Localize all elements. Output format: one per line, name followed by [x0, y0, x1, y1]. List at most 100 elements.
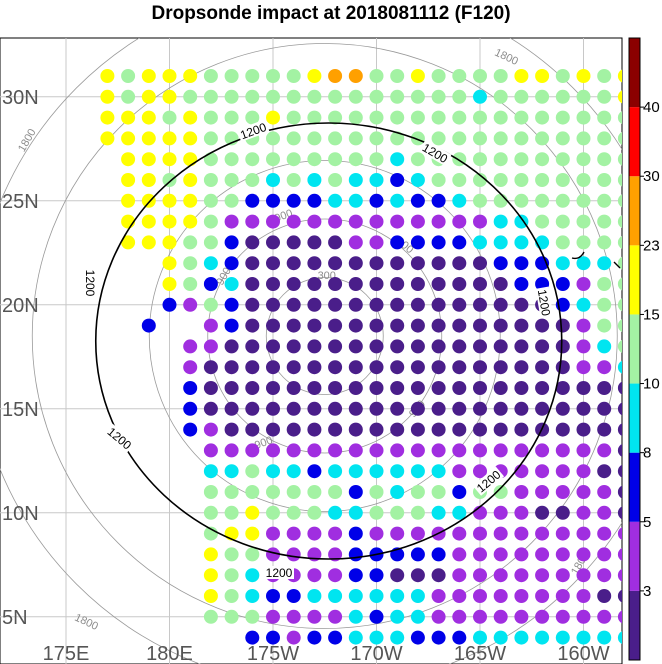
dropsonde-point	[617, 360, 622, 374]
dropsonde-point	[452, 630, 467, 645]
dropsonde-point	[369, 318, 384, 333]
dropsonde-point	[535, 89, 550, 104]
dropsonde-point	[535, 526, 550, 541]
dropsonde-point	[410, 381, 425, 395]
dropsonde-point	[390, 214, 405, 229]
dropsonde-point	[203, 443, 218, 458]
dropsonde-point	[514, 339, 529, 354]
dropsonde-point	[266, 256, 280, 271]
dropsonde-point	[307, 235, 322, 250]
dropsonde-point	[555, 485, 570, 499]
contour-label: 1200	[535, 288, 553, 317]
dropsonde-point	[328, 526, 343, 541]
colorbar-label: 3	[643, 583, 651, 600]
dropsonde-point	[328, 214, 343, 229]
dropsonde-point	[535, 609, 550, 624]
dropsonde-point	[597, 443, 612, 458]
dropsonde-point	[452, 110, 467, 125]
dropsonde-point	[617, 236, 622, 249]
dropsonde-point	[245, 256, 260, 271]
dropsonde-point	[597, 69, 612, 83]
dropsonde-point	[390, 256, 405, 271]
dropsonde-point	[473, 526, 487, 541]
dropsonde-point	[245, 589, 260, 603]
dropsonde-point	[183, 69, 198, 83]
dropsonde-point	[431, 589, 446, 603]
dropsonde-point	[203, 235, 218, 250]
dropsonde-point	[369, 297, 384, 312]
dropsonde-point	[390, 609, 405, 624]
dropsonde-point	[514, 152, 529, 167]
dropsonde-point	[307, 360, 322, 375]
dropsonde-point	[328, 401, 343, 416]
dropsonde-point	[493, 235, 508, 250]
dropsonde-point	[348, 256, 363, 271]
dropsonde-point	[307, 339, 322, 354]
dropsonde-point	[452, 235, 467, 250]
dropsonde-point	[369, 422, 384, 437]
dropsonde-point	[307, 443, 322, 458]
dropsonde-point	[597, 485, 612, 499]
dropsonde-point	[576, 297, 591, 312]
dropsonde-point	[493, 381, 508, 395]
dropsonde-point	[369, 360, 384, 375]
dropsonde-point	[452, 443, 467, 458]
dropsonde-point	[328, 235, 343, 250]
dropsonde-point	[597, 609, 612, 624]
contour-label-bg	[84, 268, 97, 298]
dropsonde-point	[348, 193, 363, 208]
dropsonde-point	[473, 630, 487, 645]
dropsonde-point	[452, 214, 467, 229]
dropsonde-point	[328, 277, 343, 291]
dropsonde-point	[245, 69, 260, 83]
dropsonde-point	[328, 110, 343, 125]
dropsonde-point	[245, 422, 260, 437]
contour-label: 1200	[266, 566, 293, 580]
dropsonde-point	[452, 589, 467, 603]
dropsonde-point	[369, 526, 384, 541]
dropsonde-point	[245, 505, 260, 520]
dropsonde-point	[576, 89, 591, 104]
dropsonde-point	[473, 401, 487, 416]
dropsonde-point	[514, 256, 529, 271]
contour-1200-line	[94, 122, 563, 560]
dropsonde-point	[431, 214, 446, 229]
dropsonde-point	[286, 630, 301, 645]
dropsonde-point	[576, 505, 591, 520]
dropsonde-point	[203, 381, 218, 395]
dropsonde-point	[617, 69, 622, 83]
dropsonde-point	[162, 110, 177, 125]
colorbar: 3 5 8 10 15 23 30 40	[628, 37, 660, 661]
dropsonde-point	[348, 589, 363, 603]
dropsonde-point	[286, 110, 301, 125]
dropsonde-point	[514, 381, 529, 395]
dropsonde-point	[597, 173, 612, 187]
dropsonde-point	[162, 89, 177, 104]
dropsonde-point	[348, 464, 363, 479]
dropsonde-point	[224, 609, 239, 624]
dropsonde-point	[224, 589, 239, 603]
dropsonde-point	[390, 381, 405, 395]
dropsonde-point	[576, 214, 591, 229]
dropsonde-point	[286, 193, 301, 208]
dropsonde-point	[617, 506, 622, 520]
dropsonde-point	[224, 152, 239, 167]
dropsonde-point	[203, 297, 218, 312]
dropsonde-point	[493, 256, 508, 271]
dropsonde-point	[307, 131, 322, 146]
dropsonde-point	[617, 194, 622, 208]
dropsonde-point	[328, 485, 343, 499]
dropsonde-point	[328, 505, 343, 520]
dropsonde-point	[555, 568, 570, 583]
dropsonde-point	[555, 422, 570, 437]
dropsonde-point	[431, 505, 446, 520]
dropsonde-point	[597, 277, 612, 291]
dropsonde-point	[514, 485, 529, 499]
dropsonde-point	[493, 589, 508, 603]
dropsonde-point	[452, 69, 467, 83]
dropsonde-point	[452, 401, 467, 416]
dropsonde-point	[203, 547, 218, 562]
dropsonde-point	[203, 401, 218, 416]
dropsonde-point	[203, 110, 218, 125]
